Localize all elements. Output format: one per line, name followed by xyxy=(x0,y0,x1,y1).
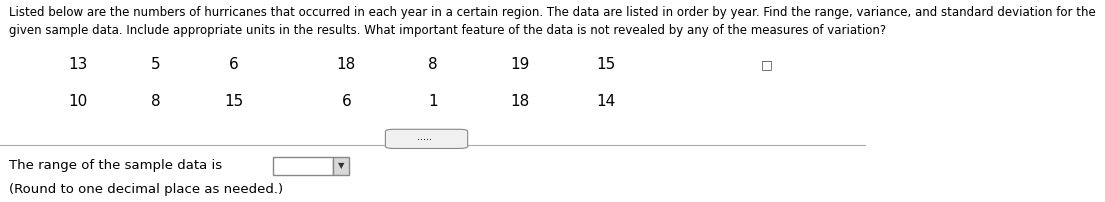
Text: 10: 10 xyxy=(69,94,87,108)
Text: 1: 1 xyxy=(429,94,438,108)
Text: 19: 19 xyxy=(509,57,529,72)
Text: 14: 14 xyxy=(597,94,615,108)
Text: 8: 8 xyxy=(151,94,160,108)
FancyBboxPatch shape xyxy=(334,157,349,175)
Text: 6: 6 xyxy=(229,57,239,72)
FancyBboxPatch shape xyxy=(273,157,334,175)
Text: The range of the sample data is: The range of the sample data is xyxy=(9,159,222,172)
Text: 6: 6 xyxy=(341,94,351,108)
FancyBboxPatch shape xyxy=(386,129,467,148)
Text: ▼: ▼ xyxy=(338,161,345,170)
Text: 15: 15 xyxy=(597,57,615,72)
Text: .....: ..... xyxy=(417,132,432,142)
Text: 5: 5 xyxy=(151,57,160,72)
Text: 13: 13 xyxy=(69,57,87,72)
Text: 15: 15 xyxy=(224,94,243,108)
Text: 18: 18 xyxy=(511,94,529,108)
Text: Listed below are the numbers of hurricanes that occurred in each year in a certa: Listed below are the numbers of hurrican… xyxy=(9,6,1095,37)
Text: 18: 18 xyxy=(337,57,356,72)
Text: □: □ xyxy=(760,58,772,71)
Text: 8: 8 xyxy=(429,57,438,72)
Text: (Round to one decimal place as needed.): (Round to one decimal place as needed.) xyxy=(9,183,283,196)
